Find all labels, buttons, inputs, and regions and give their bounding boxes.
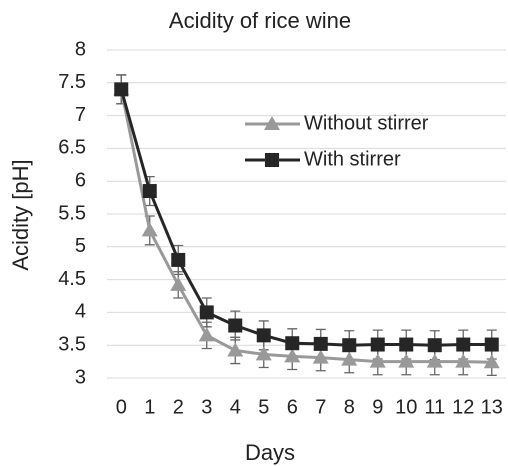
marker — [265, 153, 279, 167]
marker — [341, 351, 358, 366]
x-tick-label: 2 — [173, 396, 184, 418]
x-tick-label: 3 — [201, 396, 212, 418]
x-tick-label: 11 — [424, 396, 445, 418]
x-tick-label: 9 — [372, 396, 383, 418]
marker — [285, 336, 300, 351]
marker — [227, 342, 244, 357]
x-tick-label: 4 — [230, 396, 241, 418]
series-line — [119, 89, 492, 364]
x-axis-label: Days — [245, 440, 295, 465]
marker — [171, 252, 186, 267]
marker — [198, 327, 215, 342]
marker — [264, 116, 280, 130]
legend-label: With stirrer — [304, 148, 401, 170]
marker — [256, 328, 271, 343]
y-tick-label: 4 — [75, 301, 86, 323]
marker — [456, 337, 471, 352]
marker — [399, 337, 414, 352]
y-tick-label: 5 — [75, 235, 86, 257]
marker — [342, 338, 357, 353]
chart-title: Acidity of rice wine — [169, 8, 351, 33]
marker — [228, 318, 243, 333]
marker — [312, 349, 329, 364]
y-axis-label: Acidity [pH] — [8, 159, 33, 270]
y-tick-label: 8 — [75, 38, 86, 60]
marker — [170, 276, 187, 291]
marker — [284, 348, 301, 363]
x-tick-label: 10 — [395, 396, 417, 418]
y-tick-label: 5.5 — [58, 202, 86, 224]
x-tick-label: 1 — [144, 396, 155, 418]
y-tick-label: 3 — [75, 366, 86, 388]
x-tick-label: 5 — [258, 396, 269, 418]
marker — [369, 353, 386, 368]
marker — [484, 337, 499, 352]
marker — [313, 336, 328, 351]
marker — [398, 353, 415, 368]
y-tick-label: 4.5 — [58, 268, 86, 290]
y-tick-label: 7.5 — [58, 71, 86, 93]
y-tick-label: 6 — [75, 169, 86, 191]
x-tick-label: 6 — [287, 396, 298, 418]
legend-label: Without stirrer — [304, 112, 429, 134]
marker — [427, 338, 442, 353]
y-tick-label: 7 — [75, 104, 86, 126]
marker — [370, 337, 385, 352]
marker — [114, 82, 129, 97]
x-tick-label: 12 — [452, 396, 474, 418]
y-tick-label: 3.5 — [58, 333, 86, 355]
x-tick-label: 0 — [116, 396, 127, 418]
marker — [142, 184, 157, 199]
x-tick-label: 7 — [315, 396, 326, 418]
marker — [141, 222, 158, 237]
marker — [199, 305, 214, 320]
marker — [455, 353, 472, 368]
marker — [483, 354, 500, 369]
y-tick-label: 6.5 — [58, 137, 86, 159]
marker — [426, 353, 443, 368]
marker — [255, 346, 272, 361]
x-tick-label: 8 — [344, 396, 355, 418]
x-tick-label: 13 — [481, 396, 503, 418]
